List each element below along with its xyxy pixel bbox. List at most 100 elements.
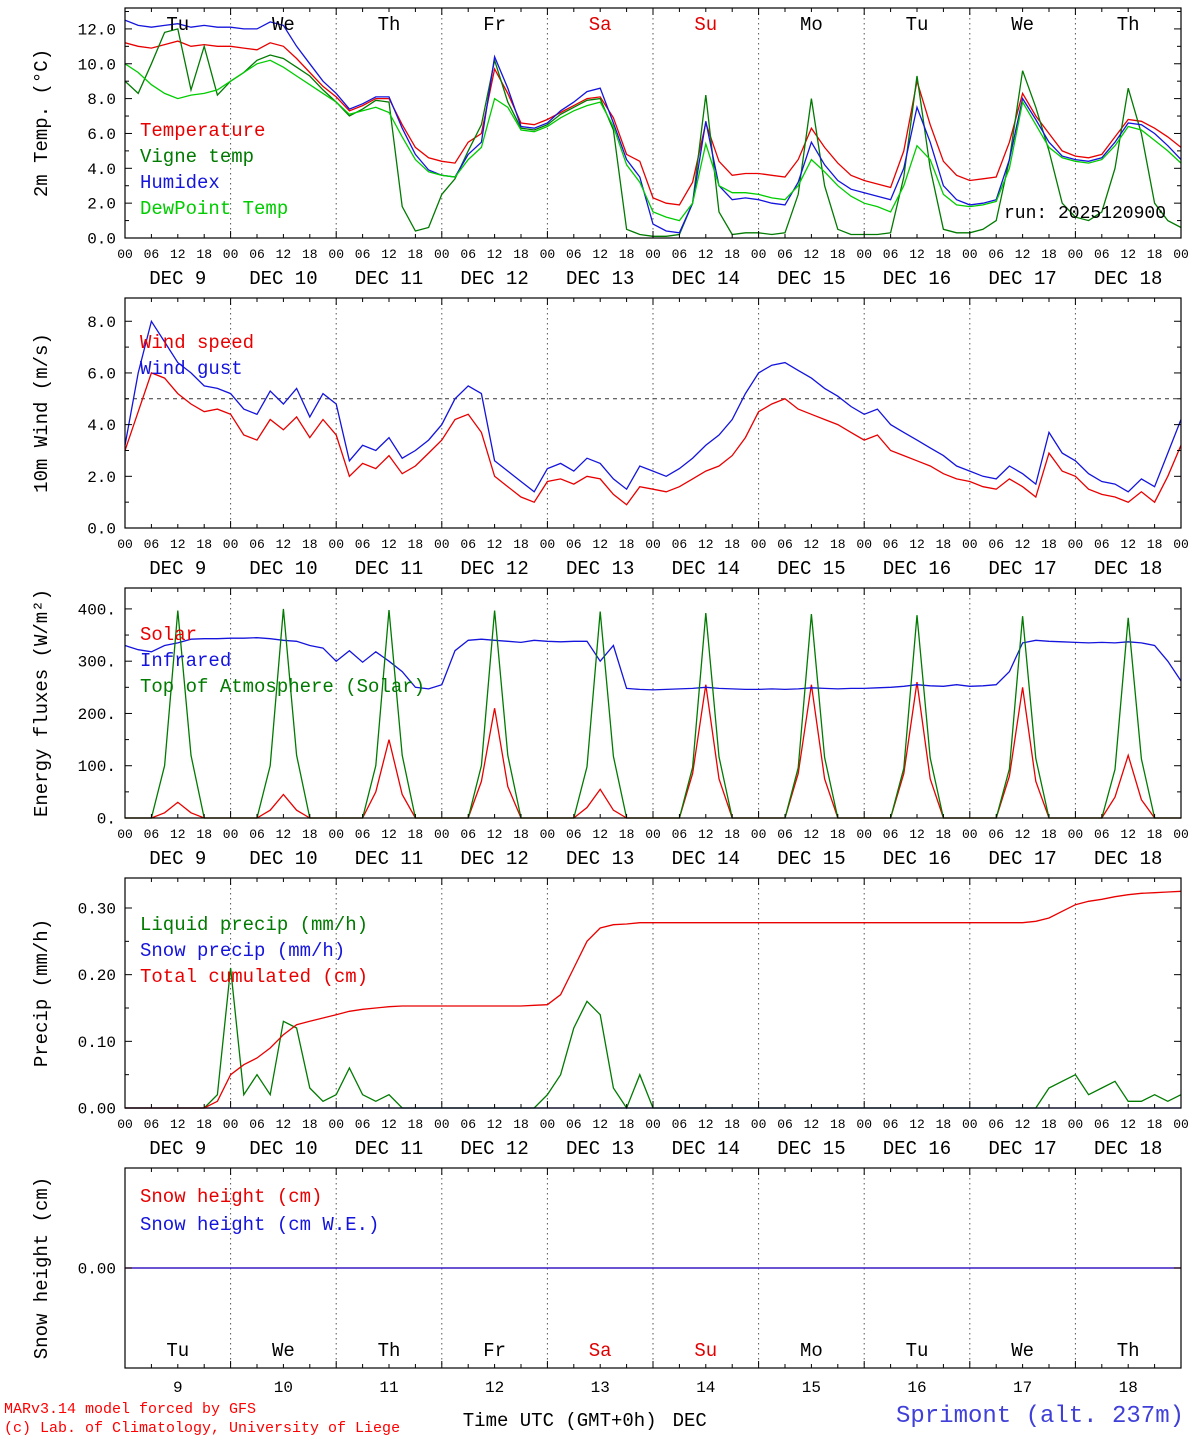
svg-text:18: 18	[619, 247, 635, 262]
svg-text:06: 06	[249, 827, 265, 842]
svg-text:Mo: Mo	[800, 14, 823, 36]
svg-text:DEC 17: DEC 17	[988, 268, 1056, 290]
svg-text:DEC 11: DEC 11	[355, 558, 423, 580]
svg-text:16: 16	[907, 1379, 926, 1397]
svg-text:06: 06	[355, 1117, 371, 1132]
svg-text:00: 00	[751, 247, 767, 262]
svg-text:DEC 14: DEC 14	[672, 268, 740, 290]
svg-text:Tu: Tu	[906, 1340, 929, 1362]
svg-text:300.: 300.	[78, 654, 116, 672]
svg-text:06: 06	[355, 827, 371, 842]
x-axis-title: Time UTC (GMT+0h) DEC	[463, 1410, 707, 1432]
svg-text:06: 06	[672, 247, 688, 262]
svg-text:12: 12	[381, 247, 397, 262]
svg-text:18: 18	[196, 827, 212, 842]
svg-text:DEC 9: DEC 9	[149, 558, 206, 580]
svg-text:06: 06	[566, 1117, 582, 1132]
svg-text:18: 18	[1119, 1379, 1138, 1397]
svg-text:18: 18	[619, 1117, 635, 1132]
svg-text:18: 18	[1041, 247, 1057, 262]
svg-text:We: We	[272, 14, 295, 36]
svg-text:0.: 0.	[97, 811, 116, 829]
legend-vigne-temp: Vigne temp	[140, 146, 255, 168]
temperature-plot: 0.0 2.0 4.0 6.0 8.0 10.0 12.0 00 06 12 18 00 06 12 18 0…	[0, 0, 1194, 290]
plot-svg: 0.00 0.10 0.20 0.30 00 06 12 18 00 06 12 18 00 06 12 18…	[78, 877, 1189, 1160]
svg-text:06: 06	[988, 537, 1004, 552]
svg-text:00: 00	[1068, 247, 1084, 262]
svg-text:4.0: 4.0	[87, 417, 116, 435]
svg-text:9: 9	[173, 1379, 183, 1397]
svg-text:DEC 10: DEC 10	[249, 268, 317, 290]
svg-text:Th: Th	[378, 14, 401, 36]
svg-text:12.0: 12.0	[78, 21, 116, 39]
svg-text:12: 12	[804, 247, 820, 262]
svg-text:06: 06	[672, 537, 688, 552]
svg-text:06: 06	[566, 247, 582, 262]
svg-text:12: 12	[1120, 827, 1136, 842]
svg-text:DEC 11: DEC 11	[355, 268, 423, 290]
svg-text:06: 06	[460, 537, 476, 552]
svg-text:12: 12	[909, 827, 925, 842]
svg-text:00: 00	[1173, 247, 1189, 262]
svg-text:00: 00	[645, 1117, 661, 1132]
svg-text:0.0: 0.0	[87, 231, 116, 249]
svg-text:Sa: Sa	[589, 14, 612, 36]
y-axis-title-snow: Snow height (cm)	[31, 1176, 53, 1360]
svg-text:06: 06	[988, 247, 1004, 262]
footer: MARv3.14 model forced by GFS (c) Lab. of…	[0, 1400, 1194, 1440]
svg-text:DEC 10: DEC 10	[249, 1138, 317, 1160]
svg-text:Mo: Mo	[800, 1340, 823, 1362]
svg-text:12: 12	[1120, 537, 1136, 552]
legend-snow-height-we: Snow height (cm W.E.)	[140, 1214, 380, 1236]
svg-text:Sa: Sa	[589, 1340, 612, 1362]
svg-text:Th: Th	[1117, 1340, 1140, 1362]
svg-text:06: 06	[355, 247, 371, 262]
svg-text:0.00: 0.00	[78, 1101, 116, 1119]
svg-text:DEC 12: DEC 12	[460, 268, 528, 290]
svg-text:11: 11	[379, 1379, 398, 1397]
svg-text:DEC 10: DEC 10	[249, 558, 317, 580]
svg-text:We: We	[272, 1340, 295, 1362]
legend-dewpoint: DewPoint Temp	[140, 198, 289, 220]
panel-wind: 0.0 2.0 4.0 6.0 8.0 00 06 12 18 00 06 12 18 00 06 12 18 0…	[0, 290, 1194, 580]
svg-text:00: 00	[328, 537, 344, 552]
svg-text:12: 12	[487, 827, 503, 842]
svg-text:200.: 200.	[78, 706, 116, 724]
svg-text:06: 06	[566, 827, 582, 842]
credit-line-2: (c) Lab. of Climatology, University of L…	[4, 1419, 401, 1437]
svg-text:00: 00	[962, 827, 978, 842]
svg-text:DEC 13: DEC 13	[566, 558, 634, 580]
svg-text:18: 18	[196, 247, 212, 262]
svg-text:0.20: 0.20	[78, 967, 116, 985]
svg-text:00: 00	[1068, 827, 1084, 842]
svg-text:06: 06	[249, 537, 265, 552]
svg-text:8.0: 8.0	[87, 314, 116, 332]
svg-text:18: 18	[724, 827, 740, 842]
svg-text:18: 18	[196, 1117, 212, 1132]
time-utc-label: Time UTC (GMT+0h)	[462, 1410, 657, 1432]
legend-temperature: Temperature	[140, 120, 266, 142]
svg-text:06: 06	[988, 1117, 1004, 1132]
svg-text:12: 12	[381, 827, 397, 842]
svg-text:00: 00	[223, 247, 239, 262]
svg-text:DEC 17: DEC 17	[988, 558, 1056, 580]
svg-text:06: 06	[672, 827, 688, 842]
svg-text:Tu: Tu	[166, 1340, 189, 1362]
svg-text:18: 18	[936, 537, 952, 552]
svg-text:DEC 10: DEC 10	[249, 848, 317, 870]
svg-text:00: 00	[540, 1117, 556, 1132]
svg-text:18: 18	[408, 827, 424, 842]
y-axis-title-wind: 10m Wind (m/s)	[31, 333, 53, 493]
svg-text:00: 00	[962, 1117, 978, 1132]
svg-text:DEC 17: DEC 17	[988, 848, 1056, 870]
wind-plot: 0.0 2.0 4.0 6.0 8.0 00 06 12 18 00 06 12 18 00 06 12 18 0…	[0, 290, 1194, 580]
svg-text:DEC 11: DEC 11	[355, 848, 423, 870]
svg-text:0.0: 0.0	[87, 521, 116, 539]
svg-text:14: 14	[696, 1379, 715, 1397]
svg-text:06: 06	[777, 537, 793, 552]
svg-text:12: 12	[1015, 537, 1031, 552]
svg-text:Tu: Tu	[166, 14, 189, 36]
svg-text:DEC 14: DEC 14	[672, 848, 740, 870]
svg-text:DEC 14: DEC 14	[672, 558, 740, 580]
svg-text:12: 12	[592, 827, 608, 842]
